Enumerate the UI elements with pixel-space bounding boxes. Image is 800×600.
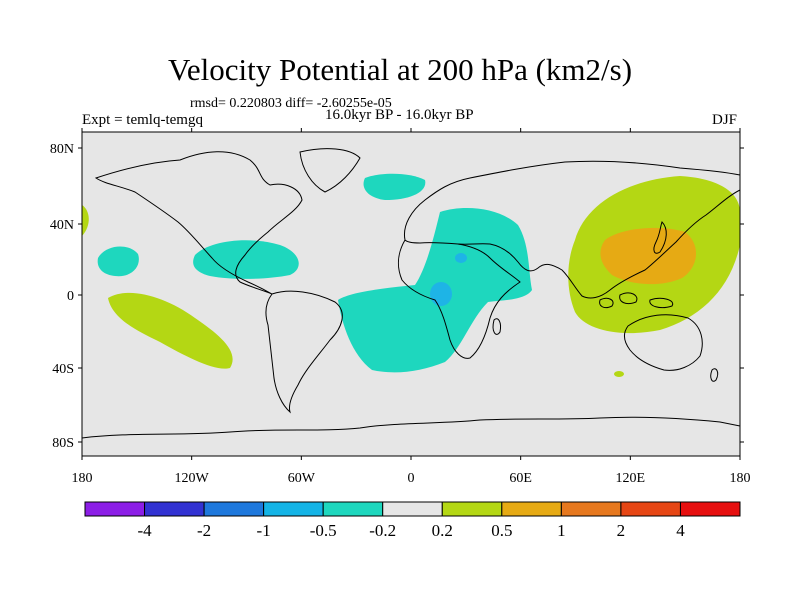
colorbar-label: -1 [257, 521, 271, 540]
lon-label: 180 [730, 471, 751, 486]
colorbar-label: -0.2 [369, 521, 396, 540]
colorbar-label: 0.5 [491, 521, 512, 540]
lat-label: 80N [50, 142, 74, 157]
shaded-field [82, 173, 740, 377]
colorbar-swatch [84, 501, 146, 517]
experiment-label: Expt = temlq-temgq [82, 112, 203, 128]
colorbar-label: 1 [557, 521, 566, 540]
period-label: 16.0kyr BP - 16.0kyr BP [325, 107, 474, 123]
axis-ticks [78, 128, 744, 460]
lon-label: 120W [175, 471, 210, 486]
colorbar-label: 2 [617, 521, 626, 540]
lat-label: 80S [52, 436, 74, 451]
lon-label: 60E [509, 471, 532, 486]
lon-label: 0 [408, 471, 415, 486]
lat-label: 0 [67, 289, 74, 304]
stats-line: rmsd= 0.220803 diff= -2.60255e-05 [190, 96, 392, 111]
colorbar-swatch [382, 501, 443, 517]
colorbar-swatch [263, 501, 324, 517]
colorbar-swatch [441, 501, 503, 517]
colorbar-label: 4 [676, 521, 685, 540]
colorbar [84, 501, 741, 517]
colorbar-label: -2 [197, 521, 211, 540]
colorbar-labels: -4 -2 -1 -0.5 -0.2 0.2 0.5 1 2 4 [137, 521, 685, 540]
lon-label: 180 [72, 471, 93, 486]
colorbar-label: -0.5 [310, 521, 337, 540]
colorbar-swatch [560, 501, 622, 517]
colorbar-swatch [501, 501, 562, 517]
lat-label: 40N [50, 218, 74, 233]
lon-label: 60W [288, 471, 316, 486]
colorbar-swatch [203, 501, 265, 517]
map-title: Velocity Potential at 200 hPa (km2/s) [167, 52, 633, 87]
colorbar-swatch [620, 501, 681, 517]
season-label: DJF [712, 112, 738, 128]
colorbar-swatch [144, 501, 205, 517]
colorbar-swatch [679, 501, 741, 517]
lat-label: 40S [52, 362, 74, 377]
colorbar-swatch [322, 501, 384, 517]
axis-tick-labels: 80N 40N 0 40S 80S 180 120W 60W 0 60E 120E 180 [50, 142, 751, 486]
coastlines [81, 148, 741, 439]
lon-label: 120E [616, 471, 646, 486]
colorbar-label: 0.2 [432, 521, 453, 540]
colorbar-label: -4 [137, 521, 152, 540]
